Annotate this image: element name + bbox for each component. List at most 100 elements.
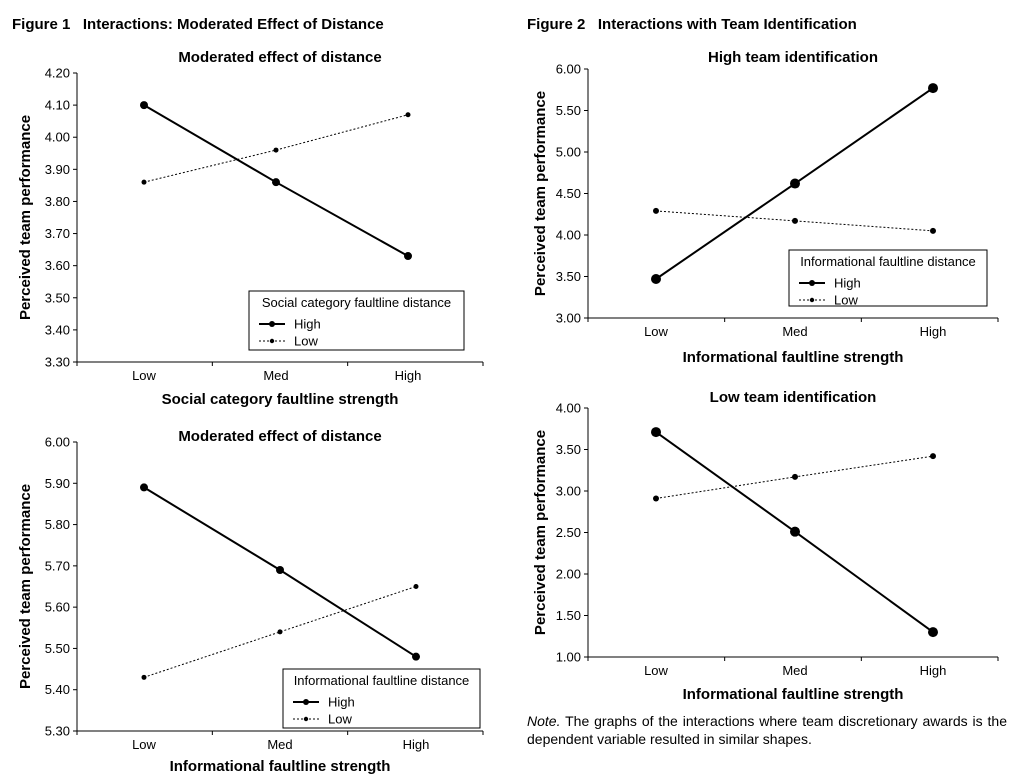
chart-title: Moderated effect of distance (178, 428, 381, 445)
legend-box (788, 249, 988, 307)
x-tick-label: Low (644, 663, 668, 678)
data-point (272, 178, 280, 187)
x-tick-label: Med (263, 368, 288, 383)
figure-2-title: Interactions with Team Identification (597, 16, 857, 33)
legend-title: Informational faultline distance (800, 254, 976, 269)
chart-title: Moderated effect of distance (178, 49, 381, 66)
y-tick-label: 5.90 (45, 476, 70, 491)
y-tick-label: 3.60 (45, 258, 70, 273)
y-tick-label: 3.90 (45, 162, 70, 177)
legend: Informational faultline distance High Low (282, 668, 481, 729)
legend-marker (269, 338, 275, 344)
figure-note: Note. The graphs of the interactions whe… (527, 712, 1007, 748)
figure-1-number: Figure 1 (12, 16, 71, 33)
legend: Social category faultline distance High Lo… (248, 290, 465, 351)
y-tick-label: 5.70 (45, 558, 70, 573)
data-point (653, 495, 659, 502)
legend-title: Informational faultline distance (294, 673, 470, 688)
data-point (140, 483, 148, 492)
y-axis-label: Perceived team performance (17, 484, 34, 689)
y-tick-label: 4.20 (45, 66, 70, 81)
x-tick-label: Med (267, 737, 292, 752)
series-dotted (141, 584, 419, 680)
x-tick-label: Med (782, 324, 807, 339)
data-point (792, 217, 798, 224)
note-label: Note. (527, 713, 561, 729)
series-dotted (141, 112, 411, 185)
y-tick-label: 5.00 (556, 145, 581, 160)
legend-box (248, 290, 465, 351)
y-tick-label: 4.00 (556, 228, 581, 243)
x-axis-label: Informational faultline strength (170, 758, 391, 775)
y-tick-label: 4.50 (556, 186, 581, 201)
data-point (930, 227, 936, 234)
series-line (143, 114, 409, 183)
x-tick-label: High (920, 324, 947, 339)
chart-2: Moderated effect of distance Informationa… (17, 428, 484, 775)
chart-1: Moderated effect of distance Social categ… (17, 49, 484, 408)
figure-2-heading: Figure 2 Interactions with Team Identifi… (527, 16, 857, 33)
y-tick-label: 3.50 (556, 442, 581, 457)
data-point (140, 101, 148, 110)
y-tick-label: 3.50 (556, 269, 581, 284)
data-point (653, 207, 659, 214)
x-tick-label: Low (132, 368, 156, 383)
legend-box (282, 668, 481, 729)
figure-1-title: Interactions: Moderated Effect of Distan… (82, 16, 384, 33)
data-point (404, 252, 412, 261)
chart-title: Low team identification (710, 389, 877, 406)
y-tick-label: 3.30 (45, 355, 70, 370)
y-axis-label: Perceived team performance (17, 115, 34, 320)
y-tick-label: 4.00 (556, 401, 581, 416)
y-tick-label: 2.00 (556, 567, 581, 582)
y-tick-label: 4.00 (45, 130, 70, 145)
data-point (141, 179, 147, 185)
chart-3: High team identification Informational fa… (532, 49, 999, 366)
data-point (277, 629, 283, 635)
series-dotted (653, 207, 936, 234)
legend-entry: High (328, 695, 355, 710)
y-tick-label: 1.50 (556, 608, 581, 623)
data-point (651, 427, 661, 438)
data-point (141, 674, 147, 680)
y-tick-label: 5.60 (45, 600, 70, 615)
data-point (273, 147, 279, 153)
legend-entry: High (834, 276, 861, 291)
y-tick-label: 4.10 (45, 98, 70, 113)
chart-title: High team identification (708, 49, 878, 66)
x-tick-label: Low (132, 737, 156, 752)
series-solid (140, 483, 420, 661)
y-axis-label: Perceived team performance (532, 430, 549, 635)
legend-entry: Low (294, 334, 318, 349)
chart-4: Low team identification Informational fau… (532, 389, 999, 703)
note-text: The graphs of the interactions where tea… (527, 713, 1007, 747)
series-solid (140, 101, 412, 261)
y-axis-label: Perceived team performance (532, 91, 549, 296)
legend-marker (269, 321, 275, 327)
legend-entry: Low (328, 712, 352, 727)
data-point (928, 83, 938, 94)
x-tick-label: High (920, 663, 947, 678)
legend-marker (809, 297, 815, 303)
data-point (651, 273, 661, 284)
data-point (792, 473, 798, 480)
y-tick-label: 5.80 (45, 517, 70, 532)
data-point (790, 526, 800, 537)
x-axis-label: Social category faultline strength (162, 391, 399, 408)
y-tick-label: 5.40 (45, 682, 70, 697)
y-tick-label: 3.40 (45, 322, 70, 337)
y-tick-label: 3.00 (556, 311, 581, 326)
data-point (790, 178, 800, 189)
x-tick-label: Med (782, 663, 807, 678)
y-tick-label: 5.50 (45, 641, 70, 656)
legend-marker (809, 280, 815, 286)
data-point (930, 453, 936, 460)
y-tick-label: 5.50 (556, 103, 581, 118)
series-solid (651, 83, 938, 284)
y-tick-label: 6.00 (556, 62, 581, 77)
series-solid (651, 427, 938, 638)
figure-1-heading: Figure 1 Interactions: Moderated Effect … (12, 16, 384, 33)
data-point (928, 627, 938, 638)
y-tick-label: 3.00 (556, 484, 581, 499)
